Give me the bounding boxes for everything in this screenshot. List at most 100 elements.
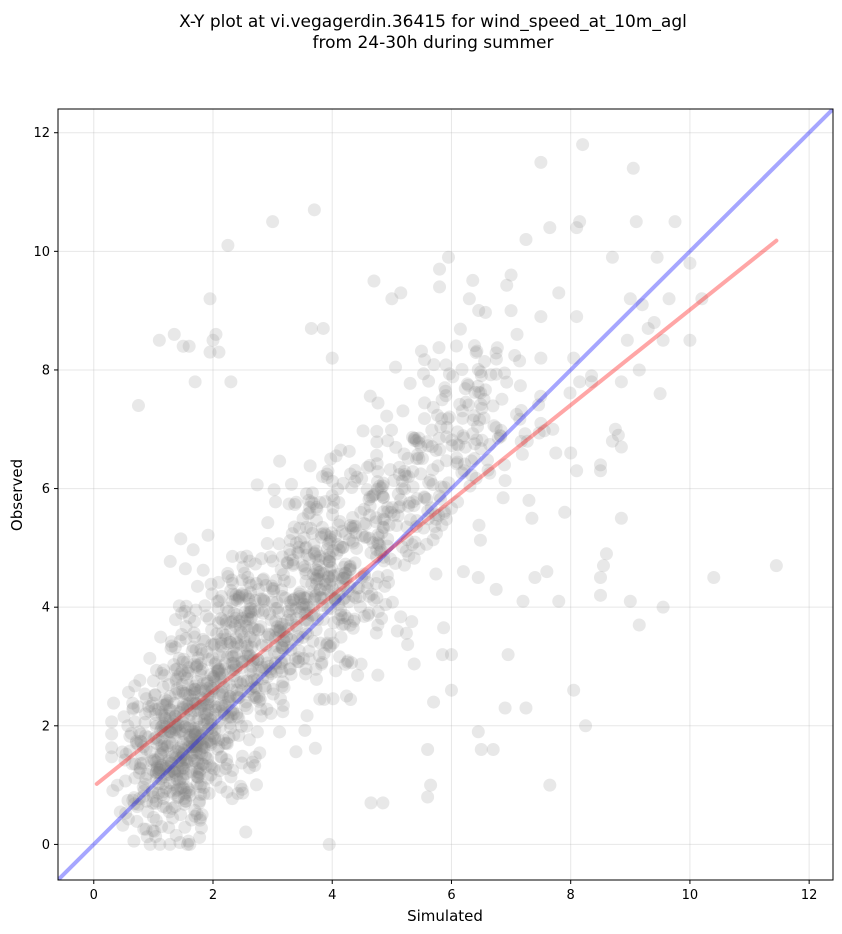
data-point bbox=[385, 501, 399, 515]
data-point bbox=[474, 369, 488, 383]
data-point bbox=[302, 600, 316, 614]
data-point bbox=[274, 692, 288, 706]
data-point bbox=[182, 783, 196, 797]
data-point bbox=[433, 280, 447, 294]
data-point bbox=[191, 697, 205, 711]
data-point bbox=[309, 672, 323, 686]
data-point bbox=[155, 708, 169, 722]
data-point bbox=[248, 750, 262, 764]
data-point bbox=[169, 751, 183, 765]
data-point bbox=[328, 591, 342, 605]
data-point bbox=[196, 699, 210, 713]
data-point bbox=[403, 513, 417, 527]
data-point bbox=[182, 697, 196, 711]
data-point bbox=[204, 577, 218, 591]
data-point bbox=[299, 667, 313, 681]
data-point bbox=[338, 591, 352, 605]
data-point bbox=[230, 675, 244, 689]
data-point bbox=[214, 674, 228, 688]
data-point bbox=[167, 696, 181, 710]
data-point bbox=[189, 725, 203, 739]
data-point bbox=[272, 647, 286, 661]
data-point bbox=[363, 531, 377, 545]
data-point bbox=[194, 642, 208, 656]
data-point bbox=[284, 598, 298, 612]
data-point bbox=[238, 635, 252, 649]
data-point bbox=[380, 568, 394, 582]
data-point bbox=[394, 493, 408, 507]
data-point bbox=[254, 709, 268, 723]
data-point bbox=[204, 737, 218, 751]
data-point bbox=[207, 672, 221, 686]
data-point bbox=[532, 398, 546, 412]
data-point bbox=[267, 483, 281, 497]
data-point bbox=[300, 590, 314, 604]
data-point bbox=[251, 623, 265, 637]
data-point bbox=[205, 761, 219, 775]
data-point bbox=[185, 683, 199, 697]
data-point bbox=[332, 612, 346, 626]
data-point bbox=[275, 679, 289, 693]
data-point bbox=[157, 663, 171, 677]
data-point bbox=[381, 505, 395, 519]
data-point bbox=[490, 341, 504, 355]
data-point bbox=[417, 367, 431, 381]
data-point bbox=[317, 646, 331, 660]
data-point bbox=[148, 702, 162, 716]
data-point bbox=[270, 665, 284, 679]
data-point bbox=[224, 770, 238, 784]
data-point bbox=[337, 571, 351, 585]
data-point bbox=[253, 692, 267, 706]
data-point bbox=[478, 305, 492, 319]
data-point bbox=[174, 756, 188, 770]
data-point bbox=[290, 620, 304, 634]
data-point bbox=[213, 720, 227, 734]
data-point bbox=[167, 327, 181, 341]
data-point bbox=[180, 697, 194, 711]
data-point bbox=[220, 753, 234, 767]
data-point bbox=[348, 519, 362, 533]
data-point bbox=[154, 758, 168, 772]
data-point bbox=[225, 656, 239, 670]
data-point bbox=[343, 559, 357, 573]
data-point bbox=[173, 836, 187, 850]
data-point bbox=[296, 630, 310, 644]
data-point bbox=[128, 771, 142, 785]
data-point bbox=[170, 704, 184, 718]
data-point bbox=[187, 615, 201, 629]
data-point bbox=[197, 717, 211, 731]
data-point bbox=[305, 495, 319, 509]
data-point bbox=[469, 471, 483, 485]
data-point bbox=[138, 687, 152, 701]
data-point bbox=[451, 425, 465, 439]
data-point bbox=[179, 767, 193, 781]
data-point bbox=[421, 504, 435, 518]
data-point bbox=[408, 535, 422, 549]
data-point bbox=[153, 763, 167, 777]
data-point bbox=[371, 605, 385, 619]
data-point bbox=[461, 378, 475, 392]
data-point bbox=[310, 502, 324, 516]
data-point bbox=[127, 797, 141, 811]
data-point bbox=[158, 711, 172, 725]
data-point bbox=[195, 739, 209, 753]
data-point bbox=[162, 753, 176, 767]
data-point bbox=[397, 447, 411, 461]
data-point bbox=[177, 708, 191, 722]
data-point bbox=[244, 601, 258, 615]
data-point bbox=[453, 322, 467, 336]
data-point bbox=[264, 662, 278, 676]
data-point bbox=[223, 624, 237, 638]
data-point bbox=[188, 809, 202, 823]
data-point bbox=[343, 618, 357, 632]
data-point bbox=[282, 497, 296, 511]
data-point bbox=[169, 720, 183, 734]
data-point bbox=[194, 681, 208, 695]
y-tick-label: 8 bbox=[42, 363, 50, 378]
data-point bbox=[283, 548, 297, 562]
data-point bbox=[176, 761, 190, 775]
data-point bbox=[129, 736, 143, 750]
data-point bbox=[235, 611, 249, 625]
data-point bbox=[131, 797, 145, 811]
data-point bbox=[149, 707, 163, 721]
